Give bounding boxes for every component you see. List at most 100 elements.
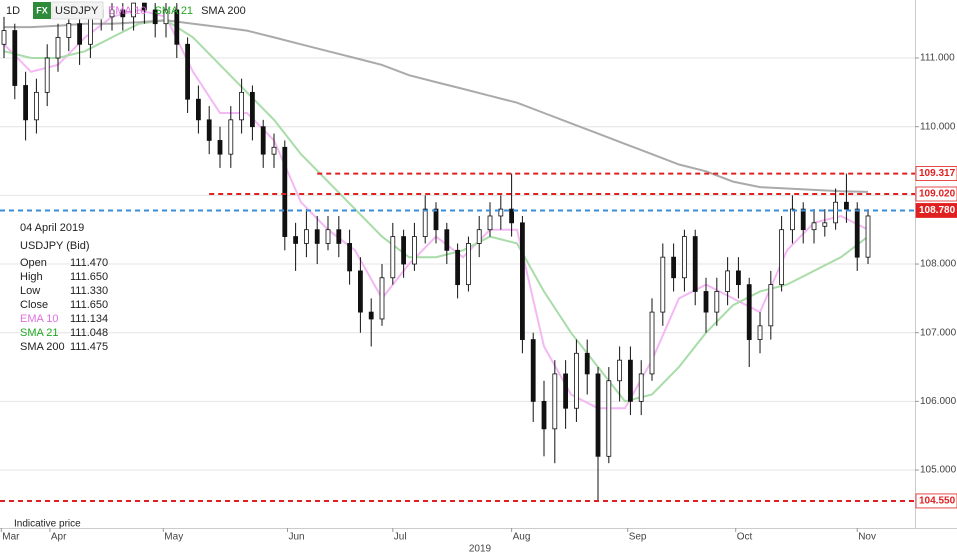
candle-body xyxy=(865,215,871,258)
footnote: Indicative price xyxy=(14,519,81,530)
candle-body xyxy=(228,119,234,155)
candle-body xyxy=(77,23,82,45)
candle-body xyxy=(250,91,255,128)
candle-body xyxy=(574,352,579,409)
candle-body xyxy=(33,91,39,121)
candle-body xyxy=(282,146,288,237)
info-symbol: USDJPY (Bid) xyxy=(20,240,89,252)
candle-body xyxy=(606,380,612,457)
candle-body xyxy=(314,229,320,244)
candle-body xyxy=(595,373,601,457)
candle-body xyxy=(174,9,180,45)
candle-body xyxy=(498,208,504,217)
candle-body xyxy=(325,229,331,244)
info-value: 111.134 xyxy=(70,313,108,325)
candle-body xyxy=(304,229,309,244)
info-value: 111.650 xyxy=(70,299,108,311)
level-label-box xyxy=(915,203,957,218)
y-tick-label: 108.000 xyxy=(920,259,957,270)
level-label: 109.020 xyxy=(919,189,956,200)
info-value: 111.475 xyxy=(70,341,108,353)
info-label: Low xyxy=(20,285,40,297)
candle-body xyxy=(509,208,515,224)
candle-body xyxy=(822,222,828,227)
candle-body xyxy=(66,23,72,38)
candle-body xyxy=(800,208,806,231)
candle-body xyxy=(584,352,590,375)
symbol-box xyxy=(51,1,104,20)
info-value: 111.330 xyxy=(70,285,108,297)
x-tick-label: Nov xyxy=(858,532,876,543)
x-tick-label: May xyxy=(164,532,183,543)
legend-entry: SMA 200 xyxy=(201,5,246,17)
candle-body xyxy=(563,373,569,409)
candle-body xyxy=(55,37,61,59)
candle-body xyxy=(768,284,774,327)
overlay-line xyxy=(4,19,869,193)
level-label: 108.780 xyxy=(919,205,956,216)
y-tick-label: 106.000 xyxy=(920,396,957,407)
y-tick-label: 110.000 xyxy=(920,121,956,132)
level-label: 104.550 xyxy=(919,496,956,507)
info-label: SMA 200 xyxy=(20,341,65,353)
candle-body xyxy=(109,9,115,18)
x-tick-label: Mar xyxy=(2,532,20,543)
candle-body xyxy=(854,208,860,258)
candle-body xyxy=(725,270,731,292)
info-label: Open xyxy=(20,257,47,269)
y-tick-label: 111.000 xyxy=(920,53,955,64)
candle-body xyxy=(196,98,201,121)
info-label: High xyxy=(20,271,43,283)
candle-body xyxy=(12,30,18,86)
x-tick-label: Oct xyxy=(737,532,753,543)
level-label-box xyxy=(915,186,957,202)
legend-entry: SMA 21 xyxy=(155,5,194,17)
x-tick-label: Apr xyxy=(51,532,67,543)
legend-entry: EMA 10 xyxy=(108,5,147,17)
candle-body xyxy=(617,359,623,382)
candle-body xyxy=(638,373,644,402)
candle-body xyxy=(368,311,374,320)
info-date: 04 April 2019 xyxy=(20,222,84,234)
candle-body xyxy=(628,359,633,402)
candle-body xyxy=(120,9,126,18)
candle-body xyxy=(552,373,558,430)
candle-body xyxy=(217,140,223,155)
candle-body xyxy=(390,236,396,279)
interval: 1D xyxy=(6,5,20,17)
candle-body xyxy=(347,243,353,272)
candle-body xyxy=(131,2,136,18)
candle-body xyxy=(476,229,482,244)
candle-body xyxy=(23,85,28,121)
level-label-box xyxy=(915,493,957,509)
candle-body xyxy=(239,91,245,121)
candle-body xyxy=(185,43,191,100)
candle-body xyxy=(44,57,50,93)
info-value: 111.650 xyxy=(70,271,108,283)
candle-body xyxy=(293,236,299,244)
candle-body xyxy=(660,256,666,313)
candle-body xyxy=(833,201,839,224)
level-label: 109.317 xyxy=(919,168,956,179)
candle-body xyxy=(358,270,363,313)
candle-body xyxy=(671,256,677,279)
legend: 1D FX USDJPY EMA 10 SMA 21 SMA 200 xyxy=(6,1,246,20)
candle-body xyxy=(779,229,785,286)
x-tick-label: Jul xyxy=(394,532,407,543)
candle-body xyxy=(163,9,169,25)
candle-body xyxy=(271,146,277,155)
y-tick-label: 107.000 xyxy=(920,327,957,338)
candle-body xyxy=(379,277,385,320)
x-tick-label: Jun xyxy=(289,532,305,543)
candle-body xyxy=(401,236,407,265)
candle-body xyxy=(1,30,7,45)
candle-body xyxy=(649,311,655,375)
candle-body xyxy=(530,339,536,402)
candle-body xyxy=(433,208,439,231)
candle-body xyxy=(260,126,266,155)
candle-body xyxy=(152,9,158,25)
info-label: Close xyxy=(20,299,48,311)
info-label: SMA 21 xyxy=(20,327,59,339)
candle-body xyxy=(844,201,849,210)
